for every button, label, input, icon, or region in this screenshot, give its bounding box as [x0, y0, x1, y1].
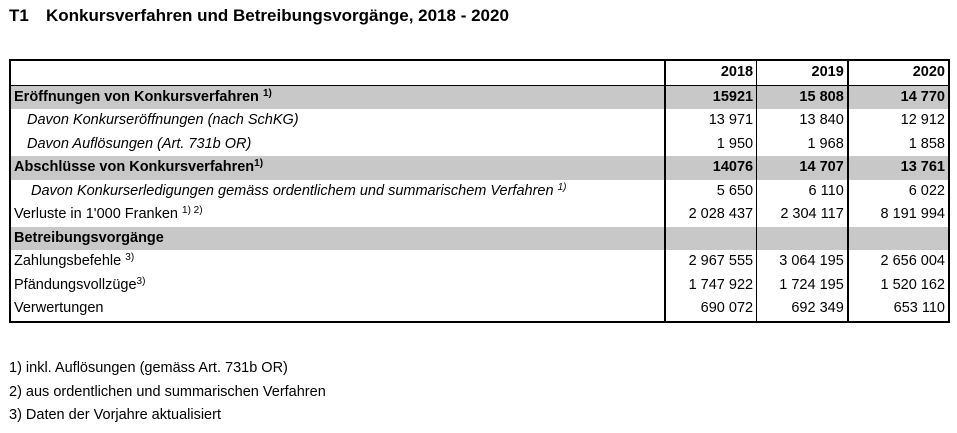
footnote-ref: 1)	[254, 158, 264, 169]
value-cell: 12 912	[846, 109, 949, 133]
value-cell: 8 191 994	[846, 203, 949, 227]
header-row: 2018 2019 2020	[10, 60, 949, 86]
value-cell	[664, 226, 757, 250]
value-cell: 6 022	[846, 179, 949, 203]
value-cell: 1 950	[664, 132, 757, 156]
value-cell: 13 971	[664, 109, 757, 133]
row-label: Verluste in 1'000 Franken 1) 2)	[14, 205, 203, 223]
value-cell: 6 110	[756, 179, 848, 203]
value-cell: 690 072	[664, 297, 757, 322]
row-label: Pfändungsvollzüge3)	[14, 275, 146, 293]
year-header: 2020	[846, 60, 949, 86]
value-cell: 1 724 195	[756, 273, 848, 297]
page-title: T1 Konkursverfahren und Betreibungsvorgän…	[9, 6, 509, 26]
value-cell: 14 707	[756, 156, 848, 180]
footnote-ref: 1)	[262, 87, 272, 99]
footnote: 2) aus ordentlichen und summarischen Ver…	[9, 383, 326, 400]
value-cell: 13 840	[756, 109, 848, 133]
value-cell: 1 858	[846, 132, 949, 156]
table-title-text: Konkursverfahren und Betreibungsvorgänge…	[46, 6, 509, 25]
value-cell: 15 808	[756, 85, 848, 109]
value-cell: 2 028 437	[664, 203, 757, 227]
value-cell: 2 967 555	[664, 250, 757, 274]
value-cell	[846, 226, 949, 250]
header-label-cell	[10, 60, 666, 86]
value-cell: 13 761	[846, 156, 949, 180]
value-cell: 653 110	[846, 297, 949, 322]
value-cell: 14076	[664, 156, 757, 180]
table-row: Abschlüsse von Konkursverfahren1) 14076 …	[10, 156, 949, 180]
value-cell: 1 968	[756, 132, 848, 156]
value-cell	[756, 226, 848, 250]
year-header: 2018	[664, 60, 757, 86]
value-cell: 1 747 922	[664, 273, 757, 297]
table-number: T1	[9, 6, 29, 25]
footnote-ref: 1)	[557, 181, 567, 193]
year-header: 2019	[756, 60, 848, 86]
table-row: Davon Konkurseröffnungen (nach SchKG) 13…	[10, 109, 949, 133]
value-cell: 2 304 117	[756, 203, 848, 227]
footnote-ref: 1) 2)	[182, 205, 203, 216]
value-cell: 15921	[664, 85, 757, 109]
value-cell: 3 064 195	[756, 250, 848, 274]
row-label: Eröffnungen von Konkursverfahren 1)	[10, 85, 666, 109]
footnote: 1) inkl. Auflösungen (gemäss Art. 731b O…	[9, 360, 288, 376]
data-table: 2018 2019 2020 Eröffnungen von Konkursve…	[9, 59, 950, 323]
value-cell: 692 349	[756, 297, 848, 322]
footnote-ref: 3)	[125, 252, 135, 263]
table-row: Eröffnungen von Konkursverfahren 1) 1592…	[10, 85, 949, 109]
table-row: Zahlungsbefehle 3) 2 967 555 3 064 195 2…	[10, 250, 949, 274]
footnote-ref: 3)	[136, 275, 146, 287]
row-label: Abschlüsse von Konkursverfahren1)	[10, 156, 666, 180]
row-label: Davon Konkurserledigungen gemäss ordentl…	[31, 181, 567, 199]
table-row: Davon Auflösungen (Art. 731b OR) 1 950 1…	[10, 132, 949, 156]
value-cell: 5 650	[664, 179, 757, 203]
footnotes: 1) inkl. Auflösungen (gemäss Art. 731b O…	[9, 357, 326, 428]
value-cell: 14 770	[846, 85, 949, 109]
table-row: Pfändungsvollzüge3) 1 747 922 1 724 195 …	[10, 273, 949, 297]
row-label: Davon Auflösungen (Art. 731b OR)	[27, 135, 252, 152]
row-label: Zahlungsbefehle 3)	[14, 252, 135, 270]
row-label: Verwertungen	[14, 300, 104, 316]
value-cell: 2 656 004	[846, 250, 949, 274]
table-row: Davon Konkurserledigungen gemäss ordentl…	[10, 179, 949, 203]
table-row: Betreibungsvorgänge	[10, 226, 949, 250]
footnote: 3) Daten der Vorjahre aktualisiert	[9, 407, 221, 423]
value-cell: 1 520 162	[846, 273, 949, 297]
row-label: Davon Konkurseröffnungen (nach SchKG)	[27, 112, 299, 128]
row-label: Betreibungsvorgänge	[10, 226, 666, 250]
table-row: Verwertungen 690 072 692 349 653 110	[10, 297, 949, 322]
table-row: Verluste in 1'000 Franken 1) 2) 2 028 43…	[10, 203, 949, 227]
